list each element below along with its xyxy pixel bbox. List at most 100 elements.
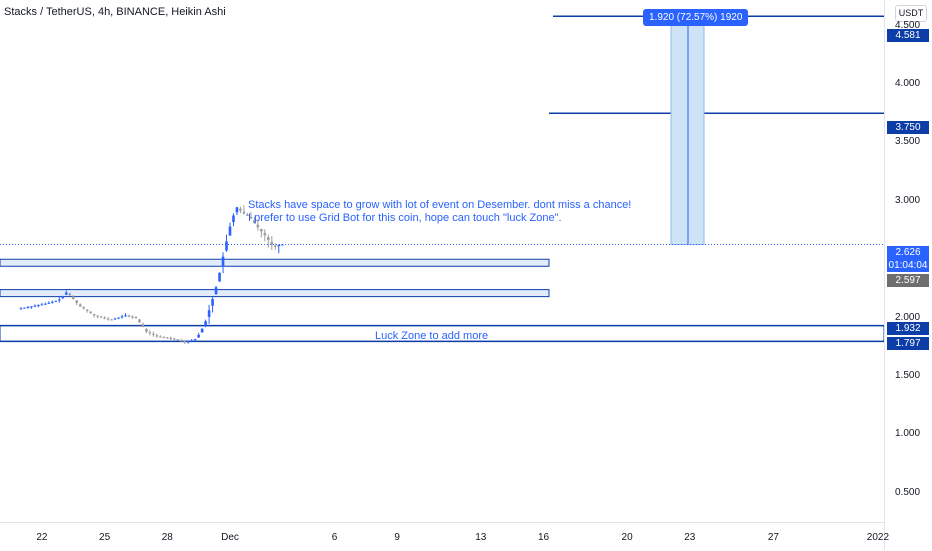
- candle-body: [26, 306, 30, 308]
- candle-body: [221, 256, 225, 267]
- luck-bottom-badge: 1.797: [887, 337, 929, 350]
- candle-body: [85, 309, 89, 311]
- time-axis[interactable]: 22 25 28 Dec 6 9 13 16 20 23 27 2022: [0, 522, 889, 551]
- candle-body: [179, 340, 183, 342]
- luck-zone-label[interactable]: Luck Zone to add more: [375, 330, 489, 342]
- candle-body: [127, 315, 131, 317]
- candle-body: [141, 324, 145, 327]
- candle-body: [61, 296, 65, 299]
- candle-body: [253, 220, 256, 223]
- candle-body: [225, 241, 228, 251]
- time-tick-label: 2022: [866, 532, 890, 543]
- candle-body: [263, 232, 267, 236]
- time-tick-label: 13: [475, 532, 487, 543]
- candle-body: [218, 272, 221, 282]
- candle-body: [260, 228, 263, 232]
- candle-body: [120, 316, 124, 318]
- candle-body: [152, 333, 155, 335]
- price-tick-label: 0.500: [895, 486, 921, 498]
- candle-body: [190, 340, 193, 342]
- candle-body: [197, 334, 200, 338]
- candle-body: [249, 216, 253, 219]
- candle-body: [134, 317, 138, 319]
- candle-body: [186, 341, 190, 343]
- candle-body: [242, 211, 246, 214]
- candle-body: [124, 315, 127, 317]
- time-tick-label: 20: [621, 532, 633, 543]
- candle-body: [200, 328, 204, 333]
- candle-body: [232, 215, 235, 223]
- candle-body: [106, 318, 110, 320]
- annotation-text-line-1[interactable]: Stacks have space to grow with lot of ev…: [248, 199, 632, 211]
- candle-body: [44, 303, 47, 305]
- candles-layer: [19, 205, 284, 345]
- candle-body: [103, 317, 106, 319]
- candle-body: [37, 305, 40, 307]
- time-tick-label: 16: [537, 532, 550, 543]
- chart-canvas[interactable]: [0, 0, 884, 522]
- candle-body: [183, 341, 187, 343]
- luck-top-badge: 1.932: [887, 322, 929, 335]
- price-tick-label: 4.500: [895, 19, 921, 31]
- candle-body: [273, 245, 277, 247]
- candle-body: [96, 315, 99, 317]
- candle-body: [270, 241, 274, 245]
- price-tick-label: 3.500: [895, 136, 921, 148]
- price-zone: [0, 289, 550, 298]
- chart-pane[interactable]: Stacks / TetherUS, 4h, BINANCE, Heikin A…: [0, 0, 884, 522]
- price-axis[interactable]: USDT 0.5001.0001.5002.0002.5003.0003.500…: [884, 0, 932, 550]
- candle-body: [110, 319, 113, 321]
- level-badge-4581: 4.581: [887, 29, 929, 42]
- level-badge-3750: 3.750: [887, 121, 929, 134]
- candle-body: [159, 336, 162, 338]
- price-tick-label: 2.000: [895, 311, 921, 323]
- candle-body: [51, 301, 54, 303]
- candle-body: [117, 317, 120, 319]
- candle-body: [89, 311, 92, 314]
- candle-body: [68, 293, 72, 296]
- candle-body: [145, 328, 148, 332]
- candle-body: [92, 313, 96, 316]
- candle-body: [204, 321, 207, 326]
- candle-body: [47, 302, 51, 304]
- candle-body: [64, 292, 68, 295]
- time-tick-label: 25: [99, 532, 111, 543]
- time-tick-label: 28: [161, 532, 173, 543]
- candle-body: [214, 287, 218, 295]
- time-tick-label: 9: [394, 532, 400, 543]
- candle-body: [131, 316, 134, 318]
- measure-label[interactable]: 1.920 (72.57%) 1920: [643, 9, 749, 26]
- candle-body: [148, 332, 152, 334]
- candle-body: [267, 237, 270, 240]
- time-tick-label: Dec: [221, 532, 239, 543]
- candle-body: [113, 318, 117, 320]
- candle-body: [99, 316, 103, 318]
- candle-body: [40, 304, 44, 306]
- candle-body: [256, 224, 260, 228]
- candle-body: [23, 307, 26, 309]
- candle-body: [193, 339, 197, 341]
- candle-body: [82, 307, 85, 309]
- candle-body: [58, 299, 61, 301]
- candle-body: [155, 335, 159, 337]
- candle-body: [172, 338, 176, 340]
- time-tick-label: 23: [684, 532, 696, 543]
- price-tick-label: 1.000: [895, 428, 921, 440]
- currency-button[interactable]: USDT: [895, 5, 927, 22]
- candle-body: [176, 339, 180, 341]
- drawings-layer: [0, 15, 884, 343]
- candle-body: [169, 337, 173, 339]
- annotation-text-line-2[interactable]: I prefer to use Grid Bot for this coin, …: [248, 212, 562, 224]
- candle-body: [30, 306, 33, 308]
- candle-body: [277, 245, 281, 247]
- candle-body: [211, 298, 214, 306]
- candle-body: [228, 226, 232, 236]
- candle-body: [235, 207, 239, 213]
- candle-body: [19, 308, 23, 310]
- time-tick-label: 6: [331, 532, 338, 543]
- candle-body: [138, 319, 141, 323]
- time-tick-label: 22: [36, 532, 48, 543]
- candle-body: [75, 300, 79, 303]
- price-tick-label: 4.000: [895, 78, 921, 90]
- previous-price-badge: 2.597: [887, 274, 929, 287]
